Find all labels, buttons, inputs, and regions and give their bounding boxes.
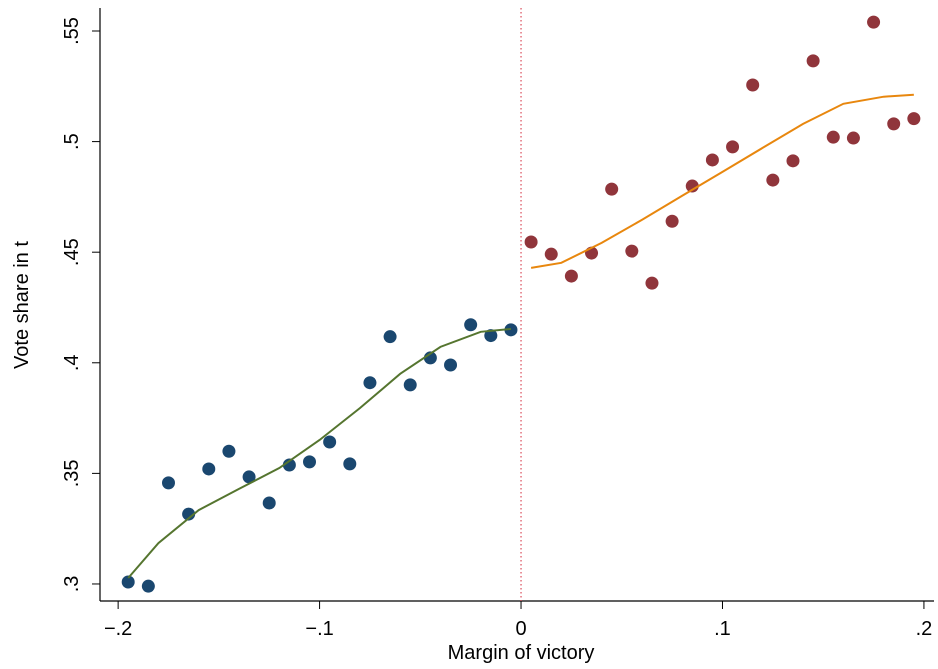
point: [363, 376, 377, 390]
point: [907, 112, 921, 126]
point: [444, 358, 458, 372]
point: [564, 269, 578, 283]
point: [282, 458, 296, 472]
point: [645, 276, 659, 290]
point: [846, 131, 860, 145]
point: [222, 444, 236, 458]
point: [806, 54, 820, 68]
point: [202, 462, 216, 476]
point: [726, 140, 740, 154]
point: [746, 78, 760, 92]
x-tick-label: −.1: [305, 618, 333, 640]
point: [786, 154, 800, 168]
point: [403, 378, 417, 392]
point: [343, 457, 357, 471]
point: [182, 507, 196, 521]
y-axis-title: Vote share in t: [11, 241, 33, 369]
point: [766, 173, 780, 187]
point: [262, 496, 276, 510]
point: [867, 15, 881, 29]
point: [141, 579, 155, 593]
point: [242, 470, 256, 484]
point: [383, 330, 397, 344]
point: [605, 182, 619, 196]
point: [524, 235, 538, 249]
y-tick-label: .3: [61, 576, 83, 593]
point: [303, 455, 317, 469]
x-tick-label: 0: [515, 618, 526, 640]
point: [887, 117, 901, 131]
fit-line: [127, 327, 512, 579]
fit-line: [530, 93, 914, 269]
point: [665, 214, 679, 228]
point: [121, 575, 135, 589]
x-tick-label: .1: [714, 618, 731, 640]
y-tick-label: .5: [61, 133, 83, 150]
point: [625, 244, 639, 258]
y-tick-label: .55: [61, 17, 83, 45]
point: [826, 130, 840, 144]
x-axis-title: Margin of victory: [448, 642, 595, 664]
point: [464, 318, 478, 332]
x-tick-label: −.2: [104, 618, 132, 640]
point: [161, 476, 175, 490]
point: [685, 179, 699, 193]
point: [484, 329, 498, 343]
y-tick-label: .35: [61, 459, 83, 487]
point: [323, 435, 337, 449]
y-tick-label: .45: [61, 238, 83, 266]
x-tick-label: .2: [916, 618, 933, 640]
y-tick-label: .4: [61, 354, 83, 371]
point: [544, 247, 558, 261]
point: [705, 153, 719, 167]
